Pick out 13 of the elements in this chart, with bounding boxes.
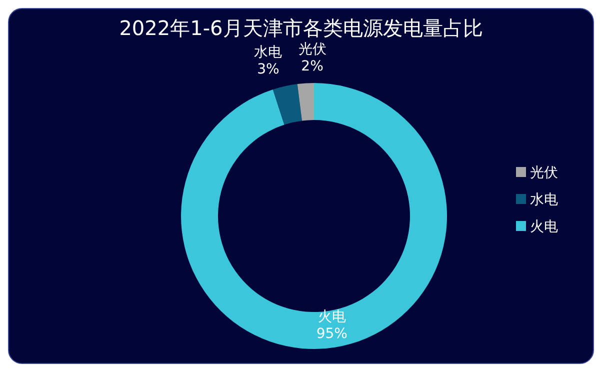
donut-slice [272, 84, 302, 125]
data-label: 3% [257, 62, 280, 78]
slice-label: 水电 [254, 44, 282, 61]
data-label: 95% [316, 326, 348, 342]
legend-label: 火电 [530, 218, 558, 234]
slice-label: 光伏 [298, 41, 326, 58]
donut-slice [181, 83, 447, 349]
slice-label: 火电 [318, 309, 346, 326]
donut-slice [297, 83, 314, 121]
legend-label: 光伏 [530, 164, 558, 180]
data-label: 2% [301, 58, 324, 74]
legend-label: 水电 [530, 192, 558, 208]
chart-title: 2022年1-6月天津市各类电源发电量占比 [118, 15, 484, 42]
